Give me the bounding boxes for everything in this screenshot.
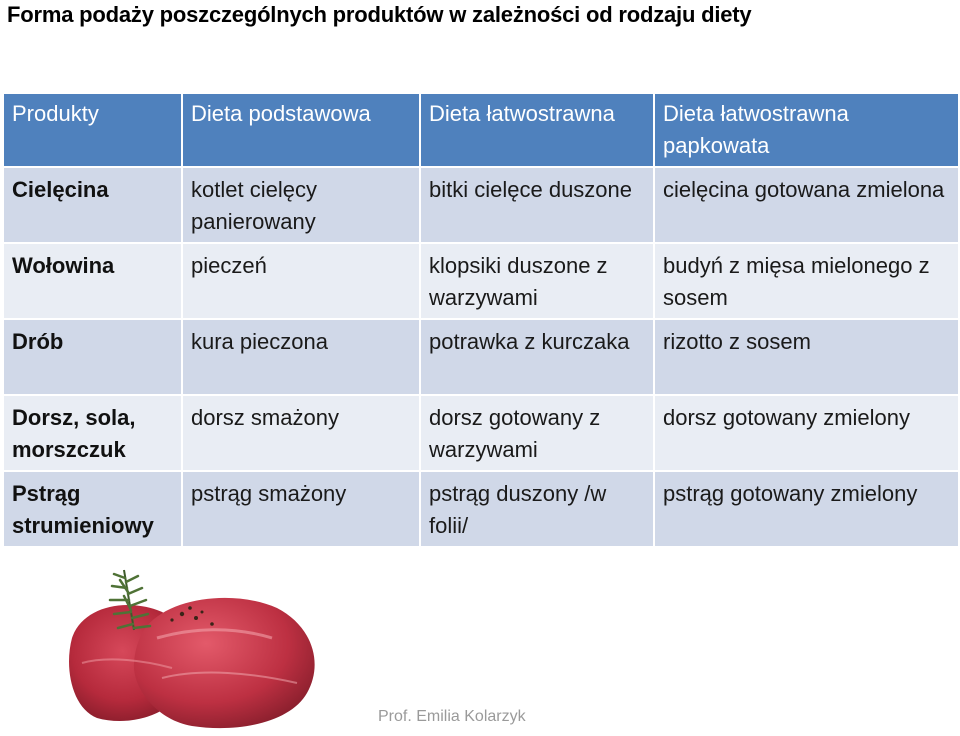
- table-cell: klopsiki duszone z warzywami: [421, 244, 653, 318]
- table-cell: pstrąg gotowany zmielony: [655, 472, 958, 546]
- table-row: Dorsz, sola, morszczuk dorsz smażony dor…: [4, 396, 958, 470]
- page-title: Forma podaży poszczególnych produktów w …: [7, 2, 752, 27]
- raw-beef-icon: [69, 569, 315, 729]
- table-cell: rizotto z sosem: [655, 320, 958, 394]
- table-cell: bitki cielęce duszone: [421, 168, 653, 242]
- table-cell: pieczeń: [183, 244, 419, 318]
- header-produkty: Produkty: [4, 94, 181, 166]
- table-cell: pstrąg smażony: [183, 472, 419, 546]
- table-cell: budyń z mięsa mielonego z sosem: [655, 244, 958, 318]
- table-row: Pstrąg strumieniowy pstrąg smażony pstrą…: [4, 472, 958, 546]
- footer-author: Prof. Emilia Kolarzyk: [378, 708, 526, 725]
- table-row: Cielęcina kotlet cielęcy panierowany bit…: [4, 168, 958, 242]
- header-dieta-podstawowa: Dieta podstawowa: [183, 94, 419, 166]
- product-cell: Pstrąg strumieniowy: [4, 472, 181, 546]
- header-dieta-papkowata: Dieta łatwostrawna papkowata: [655, 94, 958, 166]
- product-cell: Cielęcina: [4, 168, 181, 242]
- header-dieta-latwostrawna: Dieta łatwostrawna: [421, 94, 653, 166]
- table-row: Drób kura pieczona potrawka z kurczaka r…: [4, 320, 958, 394]
- table-cell: dorsz gotowany zmielony: [655, 396, 958, 470]
- product-cell: Drób: [4, 320, 181, 394]
- table-cell: potrawka z kurczaka: [421, 320, 653, 394]
- table-cell: cielęcina gotowana zmielona: [655, 168, 958, 242]
- product-cell: Wołowina: [4, 244, 181, 318]
- table-row: Wołowina pieczeń klopsiki duszone z warz…: [4, 244, 958, 318]
- table-cell: kotlet cielęcy panierowany: [183, 168, 419, 242]
- table-cell: dorsz smażony: [183, 396, 419, 470]
- table-header-row: Produkty Dieta podstawowa Dieta łatwostr…: [4, 94, 958, 166]
- table-cell: pstrąg duszony /w folii/: [421, 472, 653, 546]
- table-cell: dorsz gotowany z warzywami: [421, 396, 653, 470]
- diet-table: Produkty Dieta podstawowa Dieta łatwostr…: [2, 92, 960, 548]
- product-cell: Dorsz, sola, morszczuk: [4, 396, 181, 470]
- table-cell: kura pieczona: [183, 320, 419, 394]
